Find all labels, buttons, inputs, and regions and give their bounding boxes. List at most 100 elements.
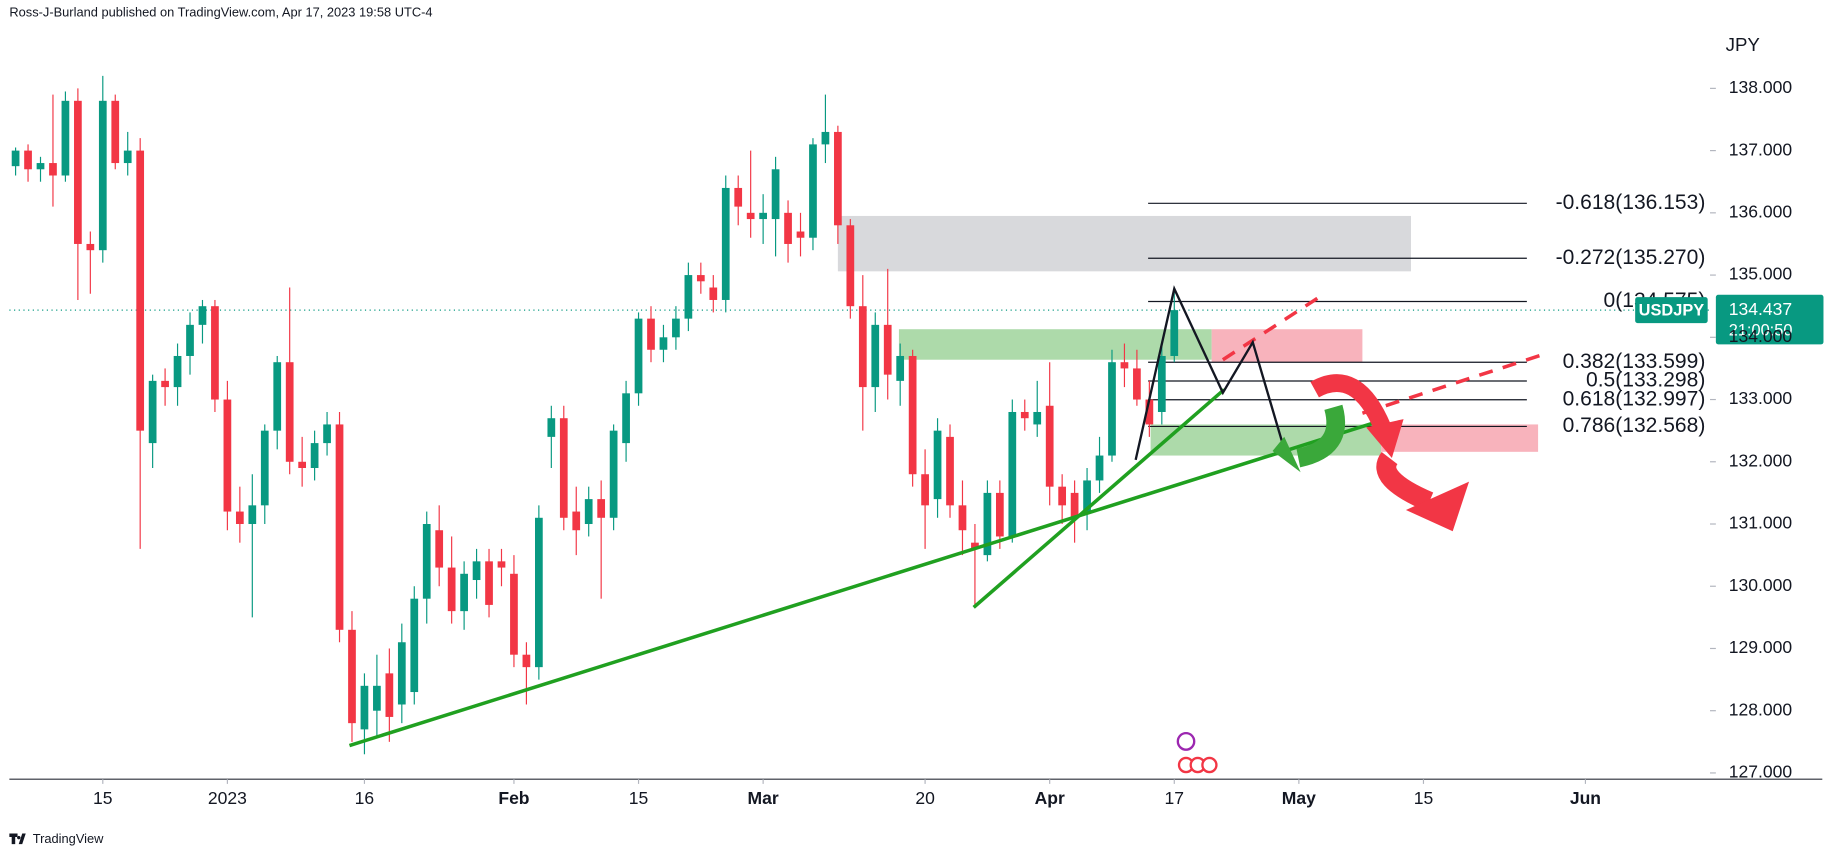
candle-body	[123, 150, 132, 164]
y-tick-label: 128.000	[1729, 699, 1793, 719]
candle-body	[1133, 368, 1141, 400]
candle-body	[86, 243, 95, 251]
trend-line	[1134, 285, 1286, 461]
candle-body	[186, 324, 194, 356]
candle-body	[1083, 480, 1091, 512]
candle-body	[1170, 310, 1179, 356]
fib-label: 0.5(133.298)	[1586, 369, 1705, 392]
candle-body	[647, 318, 655, 350]
y-tick-label: 127.000	[1729, 762, 1793, 782]
trend-line	[348, 420, 1376, 748]
x-tick-label: 17	[1165, 788, 1185, 808]
candle-body	[709, 287, 718, 300]
x-tick-label: 15	[93, 788, 113, 808]
x-tick-label: Apr	[1035, 788, 1065, 808]
candle-body	[784, 212, 792, 244]
y-tick-label: 129.000	[1729, 637, 1793, 657]
candle-body	[908, 355, 917, 475]
footer: TradingView	[33, 831, 104, 846]
y-tick-label: 136.000	[1729, 201, 1793, 221]
candle-body	[49, 163, 57, 176]
y-tick-label: 133.000	[1729, 388, 1793, 408]
candle-body	[74, 100, 82, 244]
candle-body	[734, 187, 743, 207]
candle-body	[111, 100, 120, 164]
green-arrowhead	[1272, 436, 1301, 473]
candle-body	[211, 306, 219, 400]
candle-body	[447, 567, 456, 612]
candle-body	[472, 561, 481, 581]
candle-body	[1058, 486, 1067, 506]
candle-body	[335, 424, 344, 630]
candle-body	[946, 436, 954, 506]
x-tick-label: 16	[355, 788, 375, 808]
candle-body	[834, 131, 842, 226]
candle-body	[1045, 405, 1054, 487]
fib-label: 0.382(133.599)	[1563, 350, 1706, 373]
candle-body	[161, 380, 169, 388]
candle-body	[846, 225, 855, 307]
candle-body	[522, 654, 531, 668]
candle-body	[323, 424, 331, 444]
candle-body	[24, 150, 32, 170]
x-tick-label: 15	[1414, 788, 1434, 808]
candle-body	[310, 443, 319, 468]
candle-body	[896, 355, 905, 381]
candle-body	[285, 362, 294, 462]
candle-body	[746, 212, 755, 220]
candle-body	[634, 318, 643, 394]
candle-body	[684, 275, 693, 319]
candles	[11, 75, 1179, 755]
candle-body	[584, 499, 593, 525]
candle-body	[173, 355, 182, 388]
candle-body	[672, 318, 680, 338]
header: Ross-J-Burland published on TradingView.…	[9, 4, 432, 19]
price-value: 134.437	[1729, 299, 1792, 319]
trend-line	[1221, 293, 1324, 362]
price-label: USDJPY 134.437 21:00:50	[1635, 294, 1824, 345]
y-tick-label: 137.000	[1729, 139, 1793, 159]
red-arrowhead	[1366, 419, 1404, 459]
candle-body	[248, 505, 257, 525]
candle-body	[871, 324, 880, 388]
fib-label: 0.786(132.568)	[1563, 414, 1706, 437]
x-tick-label: 15	[629, 788, 649, 808]
candle-body	[535, 517, 543, 668]
candle-body	[958, 505, 967, 531]
candle-body	[298, 461, 307, 468]
candle-body	[36, 163, 45, 170]
candle-body	[223, 399, 232, 512]
candle-body	[1120, 362, 1129, 369]
candle-body	[273, 362, 282, 431]
y-axis-label: JPY	[1726, 34, 1761, 55]
x-tick-label: Feb	[498, 788, 529, 808]
footer-logo	[9, 833, 26, 845]
candle-body	[360, 685, 369, 730]
candle-body	[597, 499, 606, 518]
candle-body	[98, 100, 107, 251]
trend-line	[972, 388, 1226, 609]
fib-label: -0.618(136.153)	[1556, 191, 1706, 214]
trend-line	[1361, 352, 1545, 415]
candle-body	[696, 275, 705, 282]
candle-body	[497, 561, 506, 568]
candle-body	[348, 629, 356, 724]
candle-body	[659, 337, 668, 350]
candle-body	[759, 212, 767, 220]
zone	[1381, 424, 1539, 452]
candle-body	[1145, 399, 1154, 425]
candle-body	[61, 100, 70, 176]
price-box	[1715, 294, 1824, 345]
candle-body	[559, 418, 568, 518]
candle-body	[821, 131, 830, 145]
candle-body	[11, 150, 20, 167]
x-tick-label: 2023	[208, 788, 247, 808]
candle-body	[1033, 411, 1042, 425]
candle-body	[983, 492, 992, 556]
fib-label: -0.272(135.270)	[1556, 246, 1706, 269]
green-arrow	[1296, 404, 1346, 468]
red-arrow	[1310, 374, 1391, 431]
candle-body	[460, 573, 468, 612]
